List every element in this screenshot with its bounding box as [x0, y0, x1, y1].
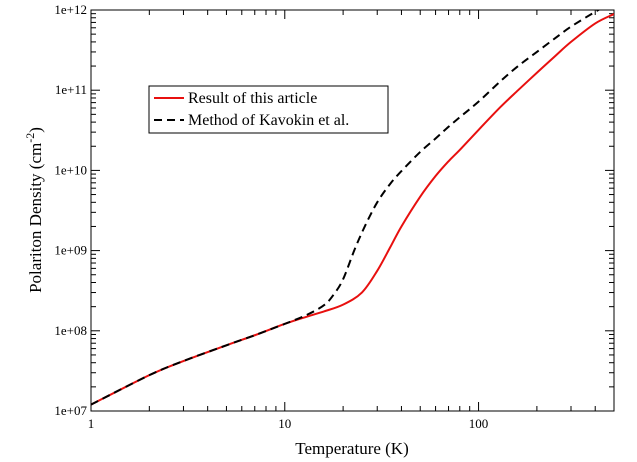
legend-label-result: Result of this article — [188, 90, 317, 107]
x-tick-label: 100 — [469, 416, 489, 431]
plot-frame — [90, 9, 615, 412]
series-line-kavokin — [91, 10, 601, 406]
x-axis-title: Temperature (K) — [295, 439, 409, 458]
y-tick-label: 1e+12 — [54, 2, 87, 17]
axis-tick-labels: 1 10 100 1e+07 1e+08 1e+09 1e+10 1e+11 1e+12 — [54, 2, 488, 431]
legend-label-kavokin: Method of Kavokin et al. — [188, 112, 349, 129]
x-tick-label: 1 — [88, 416, 95, 431]
y-axis-title-exponent: -2 — [23, 133, 37, 143]
y-tick-label: 1e+11 — [55, 82, 87, 97]
axis-ticks — [90, 9, 615, 412]
legend: Result of this article Method of Kavokin… — [148, 85, 389, 134]
series-layer — [91, 10, 614, 406]
y-axis-title-main: Polariton Density (cm — [26, 143, 45, 293]
y-axis-title-close: ) — [26, 127, 45, 133]
series-line-result — [91, 13, 614, 406]
y-axis-title: Polariton Density (cm-2) — [23, 127, 45, 293]
y-tick-label: 1e+09 — [54, 243, 87, 258]
legend-box — [148, 85, 389, 134]
y-tick-label: 1e+10 — [54, 162, 87, 177]
y-tick-label: 1e+08 — [54, 323, 87, 338]
y-tick-label: 1e+07 — [54, 403, 87, 418]
x-tick-label: 10 — [278, 416, 291, 431]
